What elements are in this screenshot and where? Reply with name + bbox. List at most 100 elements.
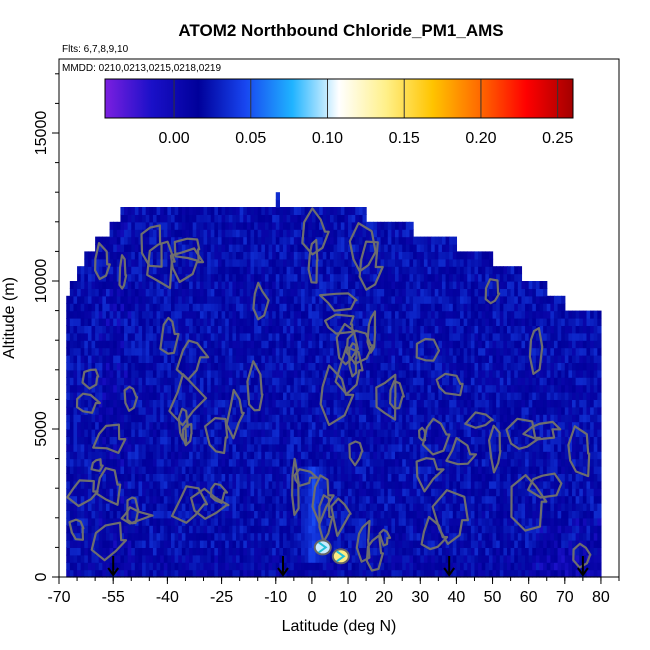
heatmap-cell	[91, 332, 96, 341]
heatmap-cell	[279, 207, 284, 215]
heatmap-cell	[131, 451, 136, 460]
heatmap-cell	[239, 332, 244, 341]
heatmap-cell	[420, 421, 425, 430]
heatmap-cell	[214, 332, 219, 341]
heatmap-cell	[311, 443, 317, 452]
heatmap-cell	[286, 347, 291, 356]
heatmap-cell	[127, 547, 132, 556]
heatmap-cell	[217, 421, 223, 430]
heatmap-cell	[207, 562, 212, 571]
heatmap-cell	[124, 436, 129, 445]
heatmap-cell	[160, 443, 165, 452]
heatmap-cell	[91, 495, 96, 504]
heatmap-cell	[376, 554, 382, 563]
heatmap-cell	[160, 517, 165, 526]
heatmap-cell	[304, 554, 309, 563]
heatmap-cell	[221, 384, 226, 393]
heatmap-cell	[315, 569, 320, 578]
heatmap-cell	[409, 414, 414, 423]
heatmap-cell	[127, 421, 132, 430]
heatmap-cell	[395, 258, 400, 267]
heatmap-cell	[423, 399, 429, 408]
heatmap-cell	[105, 562, 111, 571]
heatmap-cell	[355, 362, 360, 371]
heatmap-cell	[405, 340, 411, 349]
heatmap-cell	[279, 214, 284, 223]
heatmap-cell	[391, 473, 396, 482]
heatmap-cell	[431, 295, 436, 304]
heatmap-cell	[297, 281, 302, 289]
heatmap-cell	[402, 406, 407, 415]
heatmap-cell	[102, 236, 107, 245]
heatmap-cell	[329, 281, 335, 289]
heatmap-cell	[423, 325, 429, 334]
heatmap-cell	[221, 517, 226, 526]
heatmap-cell	[84, 436, 89, 445]
heatmap-cell	[243, 510, 248, 519]
heatmap-cell	[395, 436, 400, 445]
heatmap-cell	[160, 414, 165, 423]
heatmap-cell	[160, 362, 165, 371]
heatmap-cell	[340, 525, 346, 534]
heatmap-cell	[156, 340, 161, 349]
heatmap-cell	[192, 229, 197, 238]
heatmap-cell	[77, 362, 82, 371]
heatmap-cell	[257, 392, 262, 400]
heatmap-cell	[293, 480, 299, 489]
heatmap-cell	[297, 377, 302, 386]
heatmap-cell	[290, 281, 295, 289]
heatmap-cell	[311, 554, 317, 563]
heatmap-cell	[340, 569, 346, 578]
heatmap-cell	[192, 340, 197, 349]
heatmap-cell	[427, 266, 432, 275]
heatmap-cell	[228, 303, 234, 312]
heatmap-cell	[134, 562, 140, 571]
heatmap-cell	[236, 332, 241, 341]
heatmap-cell	[311, 281, 317, 289]
heatmap-cell	[387, 221, 392, 230]
heatmap-cell	[178, 251, 183, 260]
heatmap-cell	[340, 281, 346, 289]
heatmap-cell	[355, 554, 360, 563]
heatmap-cell	[87, 392, 93, 400]
heatmap-cell	[297, 288, 302, 297]
heatmap-cell	[293, 451, 299, 460]
heatmap-cell	[326, 347, 331, 356]
heatmap-cell	[192, 214, 197, 223]
heatmap-cell	[236, 451, 241, 460]
heatmap-cell	[257, 532, 262, 541]
heatmap-cell	[109, 510, 114, 519]
heatmap-cell	[283, 429, 288, 437]
heatmap-cell	[142, 332, 147, 341]
heatmap-cell	[333, 332, 338, 341]
heatmap-cell	[369, 288, 374, 297]
heatmap-cell	[95, 495, 100, 504]
heatmap-cell	[409, 406, 414, 415]
heatmap-cell	[167, 517, 172, 526]
heatmap-cell	[413, 258, 418, 267]
heatmap-cell	[322, 443, 327, 452]
heatmap-cell	[326, 429, 331, 437]
heatmap-cell	[142, 451, 147, 460]
heatmap-cell	[207, 362, 212, 371]
heatmap-cell	[366, 266, 371, 275]
heatmap-cell	[340, 295, 346, 304]
heatmap-cell	[268, 318, 273, 326]
heatmap-cell	[138, 251, 143, 260]
heatmap-cell	[340, 480, 346, 489]
heatmap-cell	[279, 443, 284, 452]
heatmap-cell	[268, 443, 273, 452]
heatmap-cell	[311, 377, 317, 386]
heatmap-cell	[214, 340, 219, 349]
heatmap-cell	[311, 414, 317, 423]
heatmap-cell	[344, 236, 349, 245]
heatmap-cell	[272, 488, 277, 497]
heatmap-cell	[405, 221, 411, 230]
heatmap-cell	[351, 554, 356, 563]
heatmap-cell	[423, 362, 429, 371]
heatmap-cell	[427, 547, 432, 556]
heatmap-cell	[283, 303, 288, 312]
heatmap-cell	[366, 229, 371, 238]
heatmap-cell	[344, 318, 349, 326]
heatmap-cell	[69, 332, 75, 341]
